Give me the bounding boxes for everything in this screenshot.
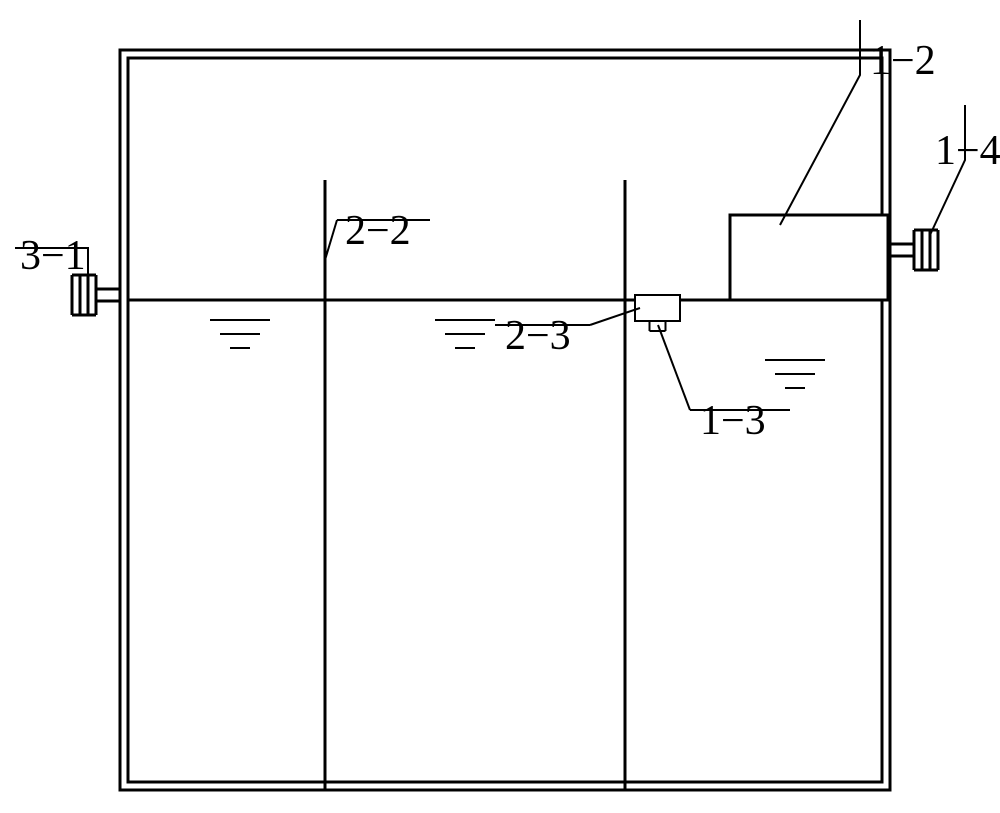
connector-right: [890, 230, 938, 270]
water-mark: [210, 320, 270, 348]
label-1-3: 1−3: [700, 398, 766, 444]
label-2-2: 2−2: [345, 208, 411, 254]
water-mark: [765, 360, 825, 388]
label-3-1: 3−1: [20, 233, 86, 279]
diagram-svg: 1−2 1−4 3−1 2−2 2−3 1−3: [0, 0, 1000, 813]
label-1-2: 1−2: [870, 38, 936, 84]
connector-left: [72, 275, 120, 315]
label-1-4: 1−4: [935, 128, 1000, 174]
label-2-3: 2−3: [505, 313, 571, 359]
box-1-2: [730, 215, 888, 300]
tank: [120, 50, 890, 790]
water-mark: [435, 320, 495, 348]
